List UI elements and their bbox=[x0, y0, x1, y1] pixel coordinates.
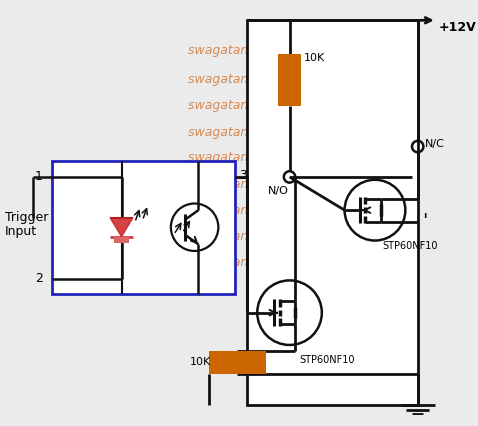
Text: swagatam innovations: swagatam innovations bbox=[188, 256, 329, 269]
Text: STP60NF10: STP60NF10 bbox=[382, 241, 438, 251]
Circle shape bbox=[412, 141, 424, 152]
Text: swagatam innovations: swagatam innovations bbox=[188, 126, 329, 139]
Text: 1: 1 bbox=[35, 170, 43, 184]
Bar bbox=[52, 161, 236, 294]
Polygon shape bbox=[110, 218, 133, 237]
Text: swagatam innovations: swagatam innovations bbox=[188, 99, 329, 112]
Text: STP60NF10: STP60NF10 bbox=[299, 355, 355, 365]
Text: 10K: 10K bbox=[190, 357, 211, 367]
Text: swagatam innovations: swagatam innovations bbox=[188, 44, 329, 57]
Text: swagatam innovations: swagatam innovations bbox=[188, 178, 329, 191]
Bar bbox=[247, 20, 418, 405]
Text: N/C: N/C bbox=[425, 139, 445, 149]
Circle shape bbox=[345, 180, 405, 241]
Text: Trigger: Trigger bbox=[5, 211, 48, 224]
Text: ': ' bbox=[423, 212, 428, 231]
Text: swagatam innovations: swagatam innovations bbox=[188, 73, 329, 86]
Text: N/O: N/O bbox=[268, 186, 289, 196]
Text: swagatam innovations: swagatam innovations bbox=[188, 230, 329, 243]
Text: +12V: +12V bbox=[439, 21, 476, 35]
Bar bbox=[278, 54, 301, 106]
Bar bbox=[209, 351, 266, 374]
Bar bbox=[114, 237, 129, 243]
Text: Input: Input bbox=[5, 225, 37, 238]
Circle shape bbox=[171, 204, 218, 251]
Text: swagatam innovations: swagatam innovations bbox=[188, 204, 329, 217]
Text: 3: 3 bbox=[239, 169, 247, 181]
Circle shape bbox=[257, 280, 322, 345]
Text: 10K: 10K bbox=[304, 53, 325, 63]
Text: 2: 2 bbox=[35, 272, 43, 285]
Circle shape bbox=[284, 171, 295, 183]
Text: swagatam innovations: swagatam innovations bbox=[188, 151, 329, 164]
